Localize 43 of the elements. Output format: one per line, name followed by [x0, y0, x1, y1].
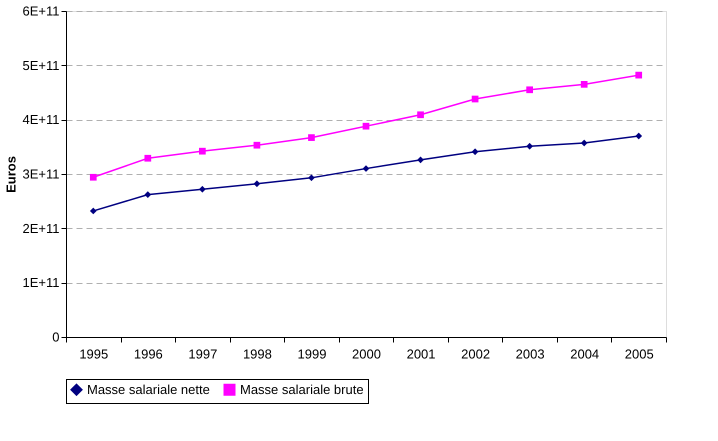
- point: [635, 132, 642, 140]
- x-tick-label: 1999: [297, 346, 326, 362]
- point: [362, 165, 370, 172]
- point: [90, 208, 97, 214]
- point: [199, 148, 206, 155]
- point: [580, 80, 588, 88]
- x-tick-label: 2002: [461, 346, 490, 362]
- point: [254, 142, 260, 149]
- y-axis-title: Euros: [4, 156, 19, 193]
- point: [472, 96, 478, 102]
- legend-label: Masse salariale brute: [240, 382, 364, 397]
- point: [417, 111, 424, 118]
- point: [526, 86, 533, 94]
- point: [308, 134, 315, 141]
- point: [580, 140, 588, 146]
- y-tick-label: 5E+11: [22, 58, 60, 73]
- point: [144, 154, 152, 162]
- x-tick-label: 2003: [516, 346, 545, 362]
- x-tick-label: 2004: [570, 346, 600, 362]
- x-tick-label: 2001: [406, 346, 436, 362]
- x-tick-label: 1996: [134, 346, 163, 362]
- point: [144, 191, 152, 198]
- y-tick-label: 2E+11: [22, 220, 60, 236]
- x-tick-label: 1995: [79, 346, 108, 362]
- point: [526, 142, 533, 150]
- point: [254, 180, 260, 188]
- point: [308, 174, 315, 182]
- x-tick-label: 2000: [352, 346, 381, 362]
- y-tick-label: 6E+11: [22, 4, 60, 18]
- point: [90, 174, 97, 181]
- x-tick-label: 1997: [188, 346, 218, 362]
- point: [635, 72, 642, 78]
- legend-label: Masse salariale nette: [87, 382, 210, 397]
- y-tick-label: 4E+11: [22, 112, 60, 128]
- x-tick-label: 1998: [242, 346, 272, 362]
- y-tick-label: 1E+11: [22, 275, 60, 290]
- point: [417, 156, 424, 164]
- y-tick-label: 3E+11: [22, 166, 60, 182]
- point: [199, 186, 206, 193]
- point: [472, 148, 478, 156]
- point: [362, 122, 370, 130]
- x-tick-label: 2005: [624, 346, 654, 362]
- y-tick-label: 0: [52, 330, 60, 344]
